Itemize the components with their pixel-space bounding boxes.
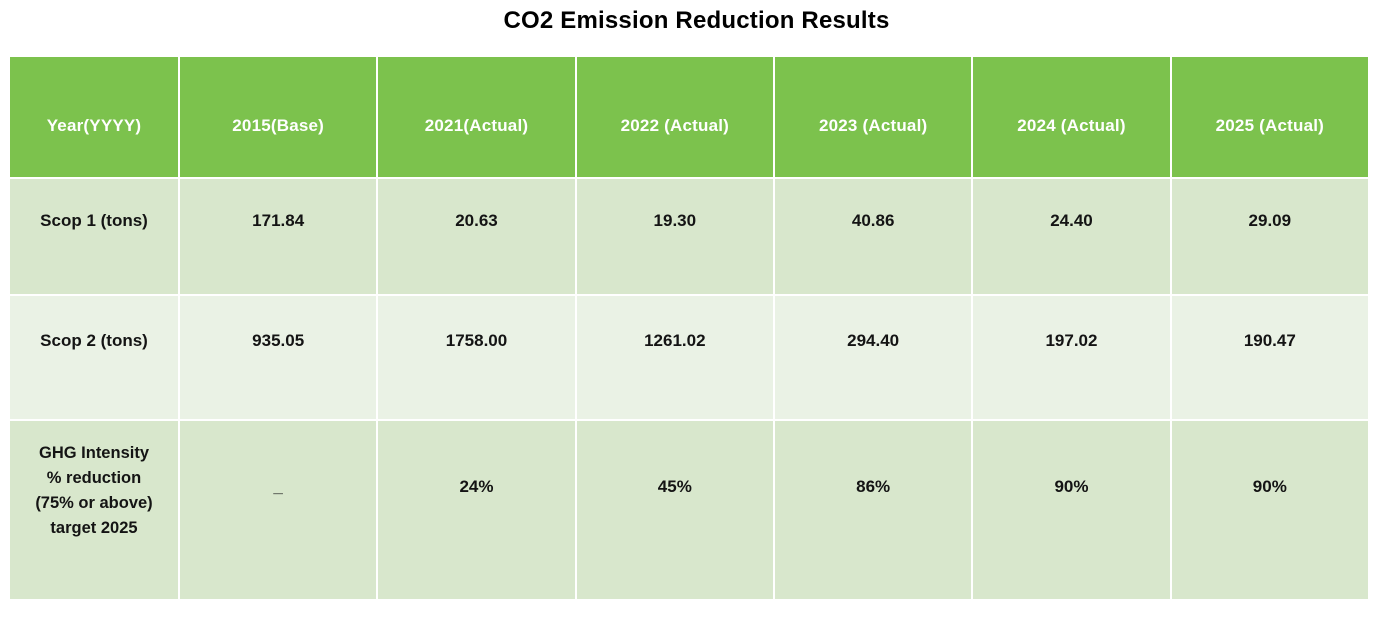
value-cell-scope1-2021: 20.63 xyxy=(376,177,577,296)
value-cell-scope1-2022: 19.30 xyxy=(574,177,775,296)
value-cell-scope1-2024: 24.40 xyxy=(971,177,1172,296)
value-cell-scope1-2015: 171.84 xyxy=(177,177,379,296)
row-scope2: Scop 2 (tons) 935.05 1758.00 1261.02 294… xyxy=(8,294,1371,421)
value-cell-scope2-2024: 197.02 xyxy=(971,294,1172,421)
col-header-2015-base: 2015(Base) xyxy=(177,55,379,179)
row-label-ghg-intensity: GHG Intensity % reduction (75% or above)… xyxy=(8,419,180,601)
col-header-2025-actual: 2025 (Actual) xyxy=(1169,55,1371,179)
col-header-2023-actual: 2023 (Actual) xyxy=(772,55,974,179)
page-title: CO2 Emission Reduction Results xyxy=(503,7,890,34)
col-header-2022-actual: 2022 (Actual) xyxy=(574,55,775,179)
value-cell-ghg-2023: 86% xyxy=(772,419,974,601)
row-label-scope2: Scop 2 (tons) xyxy=(8,294,180,421)
value-cell-scope2-2021: 1758.00 xyxy=(376,294,577,421)
row-scope1: Scop 1 (tons) 171.84 20.63 19.30 40.86 2… xyxy=(8,177,1371,296)
value-cell-scope1-2025: 29.09 xyxy=(1169,177,1371,296)
col-header-year: Year(YYYY) xyxy=(8,55,180,179)
value-cell-ghg-2021: 24% xyxy=(376,419,577,601)
value-cell-ghg-2025: 90% xyxy=(1169,419,1371,601)
row-label-scope1: Scop 1 (tons) xyxy=(8,177,180,296)
row-ghg-intensity: GHG Intensity % reduction (75% or above)… xyxy=(8,419,1371,601)
value-cell-scope2-2025: 190.47 xyxy=(1169,294,1371,421)
col-header-2024-actual: 2024 (Actual) xyxy=(971,55,1172,179)
value-cell-ghg-2024: 90% xyxy=(971,419,1172,601)
header-row: Year(YYYY) 2015(Base) 2021(Actual) 2022 … xyxy=(8,55,1371,179)
co2-emission-results-table: Year(YYYY) 2015(Base) 2021(Actual) 2022 … xyxy=(8,55,1371,601)
value-cell-scope1-2023: 40.86 xyxy=(772,177,974,296)
value-cell-scope2-2023: 294.40 xyxy=(772,294,974,421)
value-cell-ghg-2015: _ xyxy=(177,419,379,601)
value-cell-scope2-2015: 935.05 xyxy=(177,294,379,421)
col-header-2021-actual: 2021(Actual) xyxy=(376,55,577,179)
value-cell-scope2-2022: 1261.02 xyxy=(574,294,775,421)
value-cell-ghg-2022: 45% xyxy=(574,419,775,601)
